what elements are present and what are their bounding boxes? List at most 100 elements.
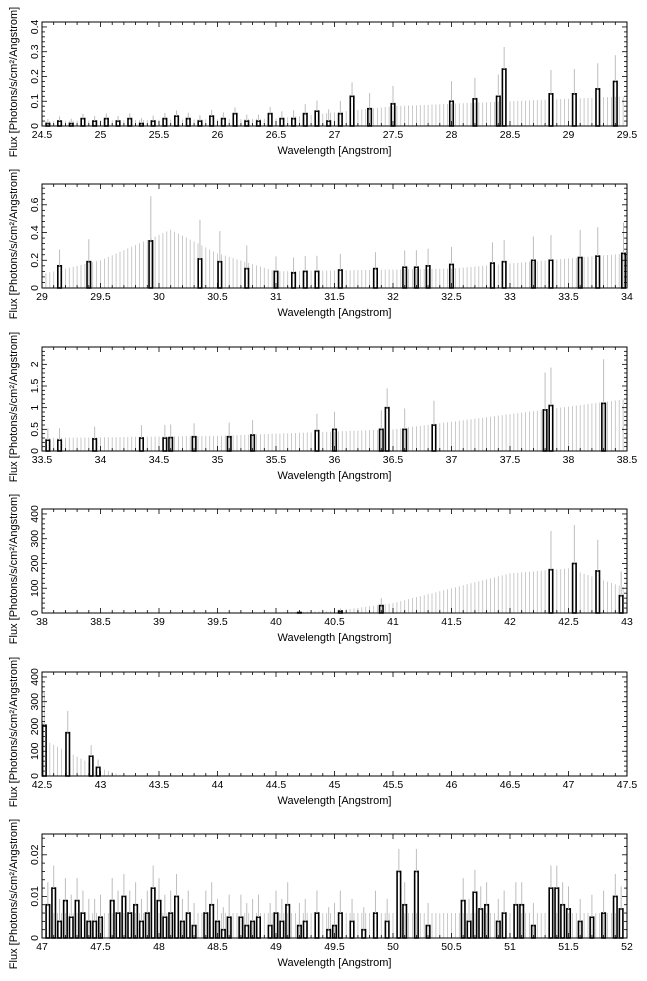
x-tick-label: 39.5 — [207, 616, 228, 628]
histogram-bin — [56, 120, 63, 127]
histogram-bin — [314, 429, 320, 452]
histogram-bin — [326, 120, 332, 127]
histogram-bin — [595, 570, 601, 614]
histogram-bin — [302, 112, 308, 127]
y-tick-label: 300 — [29, 530, 41, 548]
y-tick-label: 0 — [29, 773, 41, 779]
histogram-bin — [279, 920, 285, 939]
histogram-bin — [267, 112, 273, 127]
histogram-bin — [80, 912, 86, 939]
histogram-bin — [548, 93, 554, 127]
histogram-bin — [185, 912, 191, 939]
x-tick-label: 25.5 — [149, 129, 170, 141]
y-axis-title: Flux [Photons/s/cm²/Angstrom] — [8, 169, 20, 319]
histogram-bin — [548, 887, 554, 939]
histogram-bin — [220, 928, 226, 939]
y-tick-label: 200 — [29, 718, 41, 736]
x-tick-label: 47 — [36, 941, 48, 953]
histogram-bin — [595, 88, 601, 127]
y-tick-label: 200 — [29, 555, 41, 573]
x-tick-label: 47.5 — [617, 779, 638, 791]
histogram-bin — [501, 912, 507, 939]
chart-panel-4: 38 38.5 39 39.5 40 40.5 41 41.5 42 42.5 43 0 100 200 3… — [8, 494, 633, 644]
y-tick-label: 0.5 — [29, 422, 41, 437]
histogram-bin — [162, 117, 168, 127]
histogram-bin — [571, 93, 577, 127]
chart-panel-3: 33.5 34 34.5 35 35.5 36 36.5 37 37.5 38 38.5 0 0.5 1 1… — [8, 332, 637, 482]
histogram-bin — [103, 117, 109, 127]
y-tick-label: 0.4 — [29, 225, 41, 240]
histogram — [45, 848, 624, 939]
chart-panel-2: 29 29.5 30 30.5 31 31.5 32 32.5 33 33.5 34 0 0.2 0.4 0… — [8, 169, 633, 319]
x-tick-label: 41 — [387, 616, 399, 628]
histogram-bin — [45, 439, 51, 452]
x-tick-label: 45 — [329, 779, 341, 791]
y-tick-label: 1 — [29, 405, 41, 411]
y-tick-label: 100 — [29, 579, 41, 597]
histogram-bin — [349, 920, 355, 939]
error-bars — [41, 738, 121, 776]
histogram-bin — [349, 95, 355, 127]
histogram-bin — [431, 424, 437, 452]
y-tick-label: 0.6 — [29, 197, 41, 212]
histogram-bin — [314, 912, 320, 939]
histogram-bin — [548, 404, 554, 452]
histogram-bin — [197, 120, 203, 127]
histogram-bin — [162, 916, 168, 939]
x-tick-label: 44 — [212, 779, 224, 791]
x-tick-label: 27.5 — [383, 129, 404, 141]
x-tick-label: 34.5 — [149, 454, 170, 466]
x-tick-label: 40 — [270, 616, 282, 628]
histogram-bin — [80, 117, 86, 127]
histogram-bin — [244, 924, 250, 939]
histogram-bin — [361, 928, 367, 939]
x-tick-label: 38 — [36, 616, 48, 628]
y-tick-label: 0 — [29, 935, 41, 941]
histogram-bin — [68, 916, 74, 939]
x-tick-label: 49 — [270, 941, 282, 953]
x-tick-label: 29.5 — [617, 129, 638, 141]
x-tick-label: 50.5 — [441, 941, 462, 953]
histogram-bin — [209, 903, 215, 939]
histogram-bin — [302, 270, 308, 289]
x-tick-label: 43.5 — [149, 779, 170, 791]
x-tick-label: 38.5 — [90, 616, 111, 628]
x-tick-label: 29 — [563, 129, 575, 141]
x-tick-label: 38 — [563, 454, 575, 466]
y-tick-label: 0.3 — [29, 44, 41, 59]
x-tick-label: 35 — [212, 454, 224, 466]
x-tick-label: 47 — [563, 779, 575, 791]
y-tick-label: 0 — [29, 285, 41, 291]
histogram — [45, 46, 618, 127]
y-tick-label: 0.1 — [29, 94, 41, 109]
x-axis-title: Wavelength [Angstrom] — [278, 470, 392, 482]
histogram-bin — [326, 928, 332, 939]
x-tick-label: 51.5 — [558, 941, 579, 953]
histogram — [41, 692, 101, 777]
histogram-bin — [571, 562, 577, 614]
histogram-bin — [501, 68, 507, 127]
y-axis-title: Flux [Photons/s/cm²/Angstrom] — [8, 819, 20, 969]
chart-panel-1: 24.5 25 25.5 26 26.5 27 27.5 28 28.5 29 29.5 0 0.1 0.… — [8, 7, 638, 157]
histogram-bin — [220, 117, 226, 127]
histogram-bin — [197, 258, 203, 289]
x-tick-label: 32 — [387, 291, 399, 303]
x-tick-label: 49.5 — [324, 941, 345, 953]
histogram — [296, 525, 624, 614]
y-tick-label: 300 — [29, 693, 41, 711]
x-tick-label: 50 — [387, 941, 399, 953]
y-tick-label: 0.01 — [29, 886, 41, 907]
x-tick-label: 35.5 — [266, 454, 287, 466]
x-tick-label: 31 — [270, 291, 282, 303]
x-axis-title: Wavelength [Angstrom] — [278, 795, 392, 807]
x-tick-label: 25 — [95, 129, 107, 141]
y-tick-label: 100 — [29, 742, 41, 760]
y-tick-label: 400 — [29, 668, 41, 686]
histogram-bin — [138, 437, 145, 452]
histogram-bin — [88, 755, 94, 777]
x-tick-label: 30 — [153, 291, 165, 303]
x-tick-label: 33 — [504, 291, 516, 303]
histogram-bin — [217, 260, 223, 289]
histogram-bin — [185, 117, 191, 127]
x-tick-label: 48 — [153, 941, 165, 953]
